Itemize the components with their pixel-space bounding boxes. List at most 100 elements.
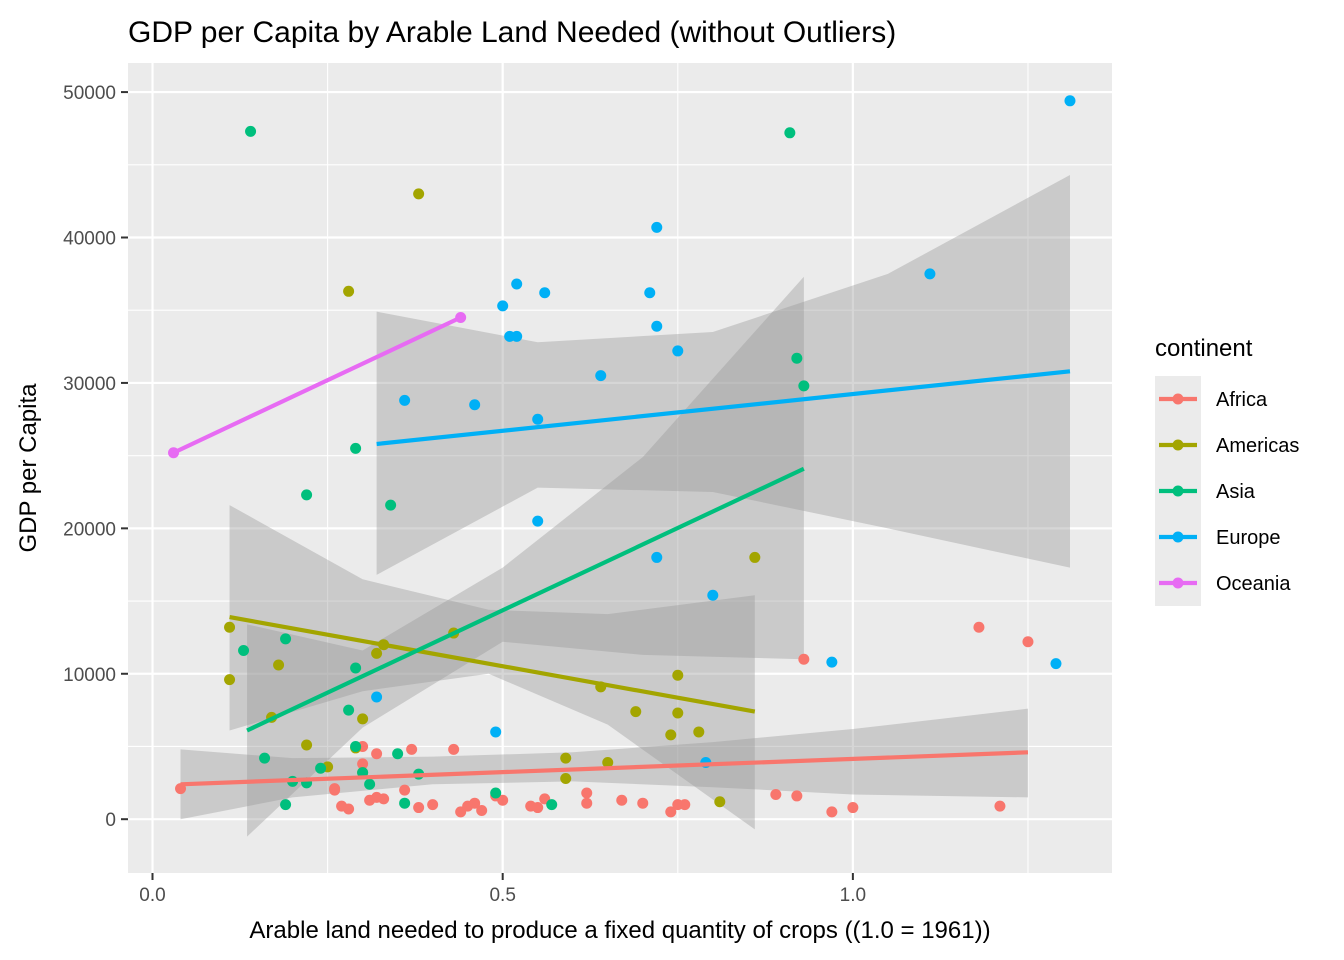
data-point-africa xyxy=(399,784,411,796)
data-point-africa xyxy=(973,621,985,633)
data-point-americas xyxy=(413,188,425,200)
y-tick-label: 10000 xyxy=(63,665,116,686)
x-tick-label: 0.0 xyxy=(139,885,165,906)
data-point-asia xyxy=(392,748,404,760)
data-point-asia xyxy=(798,380,810,392)
data-point-europe xyxy=(532,413,544,425)
data-point-asia xyxy=(791,352,803,364)
y-tick-label: 40000 xyxy=(63,229,116,250)
data-point-europe xyxy=(651,221,663,233)
data-point-africa xyxy=(448,743,460,755)
data-point-africa xyxy=(665,806,677,818)
y-tick-label: 50000 xyxy=(63,83,116,104)
data-point-americas xyxy=(560,772,572,784)
legend-point-asia xyxy=(1172,485,1184,497)
x-axis-title: Arable land needed to produce a fixed qu… xyxy=(249,917,990,944)
data-point-africa xyxy=(994,800,1006,812)
legend: continent Africa Americas Asia Europe Oceani… xyxy=(1155,335,1299,606)
x-tick-label: 1.0 xyxy=(840,885,866,906)
data-point-africa xyxy=(847,802,859,814)
data-point-asia xyxy=(301,489,313,501)
data-point-europe xyxy=(672,345,684,357)
data-point-americas xyxy=(714,796,726,808)
fit-lines xyxy=(172,315,1071,787)
data-point-asia xyxy=(259,752,271,764)
data-point-africa xyxy=(1022,636,1034,648)
y-tick-label: 20000 xyxy=(63,519,116,540)
data-point-africa xyxy=(637,797,649,809)
confidence-band-europe xyxy=(376,174,1070,575)
data-point-americas xyxy=(665,729,677,741)
data-point-europe xyxy=(371,691,383,703)
data-point-asia xyxy=(364,778,376,790)
data-point-africa xyxy=(476,804,488,816)
data-point-africa xyxy=(469,797,481,809)
y-tick-label: 0 xyxy=(105,810,116,831)
legend-label-asia: Asia xyxy=(1216,481,1256,503)
data-point-europe xyxy=(490,726,502,738)
data-point-europe xyxy=(469,399,481,411)
data-point-americas xyxy=(357,713,369,725)
data-point-asia xyxy=(238,645,250,657)
data-point-africa xyxy=(679,799,691,811)
fit-line-africa xyxy=(180,750,1029,787)
data-point-asia xyxy=(399,797,411,809)
data-point-asia xyxy=(784,127,796,139)
data-point-africa xyxy=(581,797,593,809)
data-point-europe xyxy=(644,287,656,299)
data-point-europe xyxy=(511,278,523,290)
grid-minor xyxy=(128,63,1112,873)
data-point-africa xyxy=(413,802,425,814)
legend-label-africa: Africa xyxy=(1216,389,1268,411)
data-point-asia xyxy=(350,662,362,674)
data-point-africa xyxy=(770,788,782,800)
data-point-americas xyxy=(343,285,355,297)
data-point-asia xyxy=(280,633,292,645)
fit-line-europe xyxy=(376,369,1071,447)
data-point-americas xyxy=(693,726,705,738)
data-point-asia xyxy=(245,125,257,137)
data-point-europe xyxy=(511,330,523,342)
data-point-europe xyxy=(651,551,663,563)
data-point-europe xyxy=(651,320,663,332)
y-axis-ticks: 0 10000 20000 30000 40000 50000 xyxy=(63,83,128,831)
data-point-americas xyxy=(224,621,236,633)
data-point-europe xyxy=(826,656,838,668)
legend-title: continent xyxy=(1155,335,1253,362)
data-point-africa xyxy=(329,783,341,795)
data-point-americas xyxy=(672,707,684,719)
legend-label-americas: Americas xyxy=(1216,435,1299,457)
data-point-europe xyxy=(399,394,411,406)
legend-point-europe xyxy=(1172,531,1184,543)
confidence-band-asia xyxy=(247,276,804,837)
data-point-americas xyxy=(301,739,313,751)
legend-label-europe: Europe xyxy=(1216,527,1281,549)
fit-line-americas xyxy=(229,614,756,714)
data-point-europe xyxy=(1064,95,1076,107)
data-point-africa xyxy=(378,793,390,805)
data-point-europe xyxy=(497,300,509,312)
data-point-africa xyxy=(343,803,355,815)
x-tick-label: 0.5 xyxy=(489,885,515,906)
data-point-americas xyxy=(602,756,614,768)
data-point-africa xyxy=(798,653,810,665)
x-axis-ticks: 0.0 0.5 1.0 xyxy=(139,873,866,906)
y-axis-title: GDP per Capita xyxy=(15,383,42,553)
data-point-americas xyxy=(273,659,285,671)
data-point-americas xyxy=(672,669,684,681)
data-point-asia xyxy=(280,799,292,811)
data-point-asia xyxy=(546,799,558,811)
data-point-africa xyxy=(371,748,383,760)
legend-point-africa xyxy=(1172,393,1184,405)
fit-line-oceania xyxy=(172,315,462,455)
data-point-europe xyxy=(539,287,551,299)
data-point-europe xyxy=(595,370,607,382)
data-point-africa xyxy=(357,758,369,770)
data-point-americas xyxy=(630,706,642,718)
data-point-africa xyxy=(616,794,628,806)
data-point-americas xyxy=(749,551,761,563)
data-point-europe xyxy=(532,515,544,527)
data-point-americas xyxy=(560,752,572,764)
